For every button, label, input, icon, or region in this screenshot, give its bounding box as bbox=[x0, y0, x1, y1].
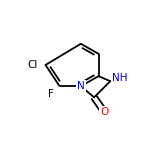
Text: O: O bbox=[100, 107, 109, 117]
Text: F: F bbox=[48, 89, 54, 98]
Text: Cl: Cl bbox=[27, 60, 37, 70]
Text: NH: NH bbox=[112, 73, 128, 83]
Text: N: N bbox=[77, 81, 85, 91]
